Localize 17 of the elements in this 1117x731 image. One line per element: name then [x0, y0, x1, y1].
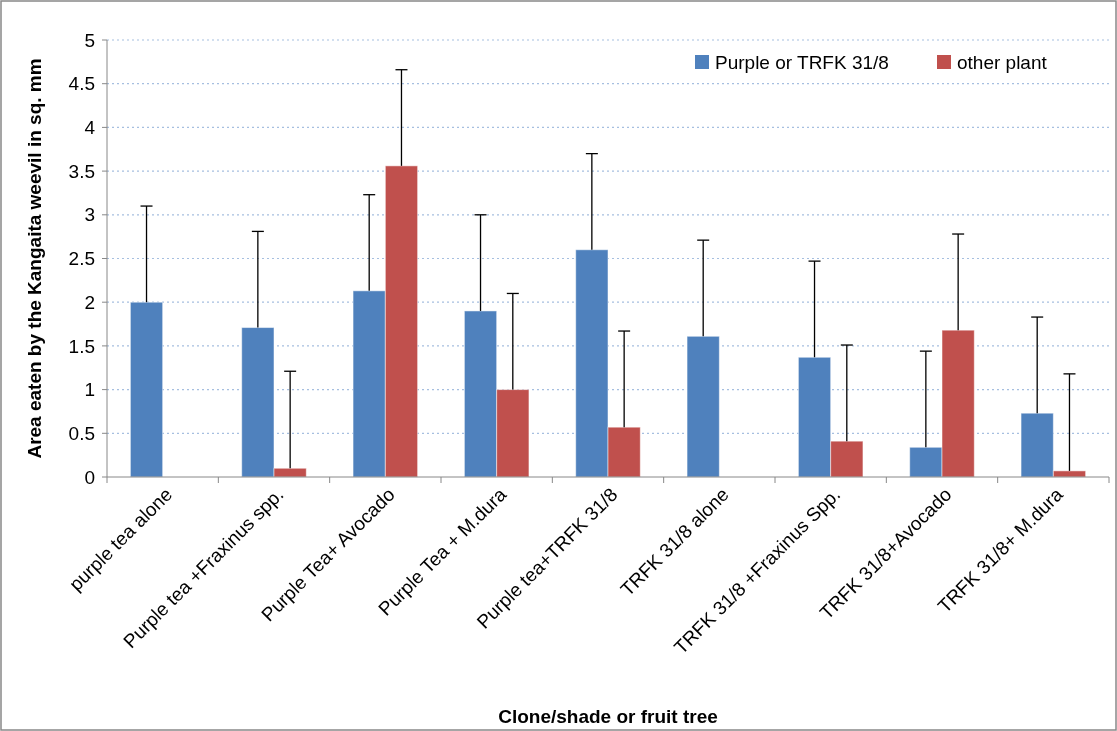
x-axis-title: Clone/shade or fruit tree — [498, 706, 718, 727]
y-tick-label: 0.5 — [68, 422, 95, 444]
y-tick-label: 0 — [84, 466, 95, 488]
y-tick-label: 5 — [84, 29, 95, 51]
y-tick-label: 2 — [84, 291, 95, 313]
y-tick-label: 1.5 — [68, 335, 95, 357]
y-tick-label: 2.5 — [68, 248, 95, 270]
bar — [129, 301, 164, 478]
y-tick-label: 4 — [84, 117, 96, 139]
legend-label: other plant — [957, 51, 1048, 73]
y-tick-label: 4.5 — [68, 73, 95, 95]
y-tick-label: 3 — [84, 204, 95, 226]
y-axis-title: Area eaten by the Kangaita weevil in sq. mm — [24, 58, 45, 459]
bar — [686, 335, 720, 478]
y-tick-label: 3.5 — [68, 160, 95, 182]
legend-label: Purple or TRFK 31/8 — [715, 51, 889, 73]
y-tick-label: 1 — [84, 379, 95, 401]
